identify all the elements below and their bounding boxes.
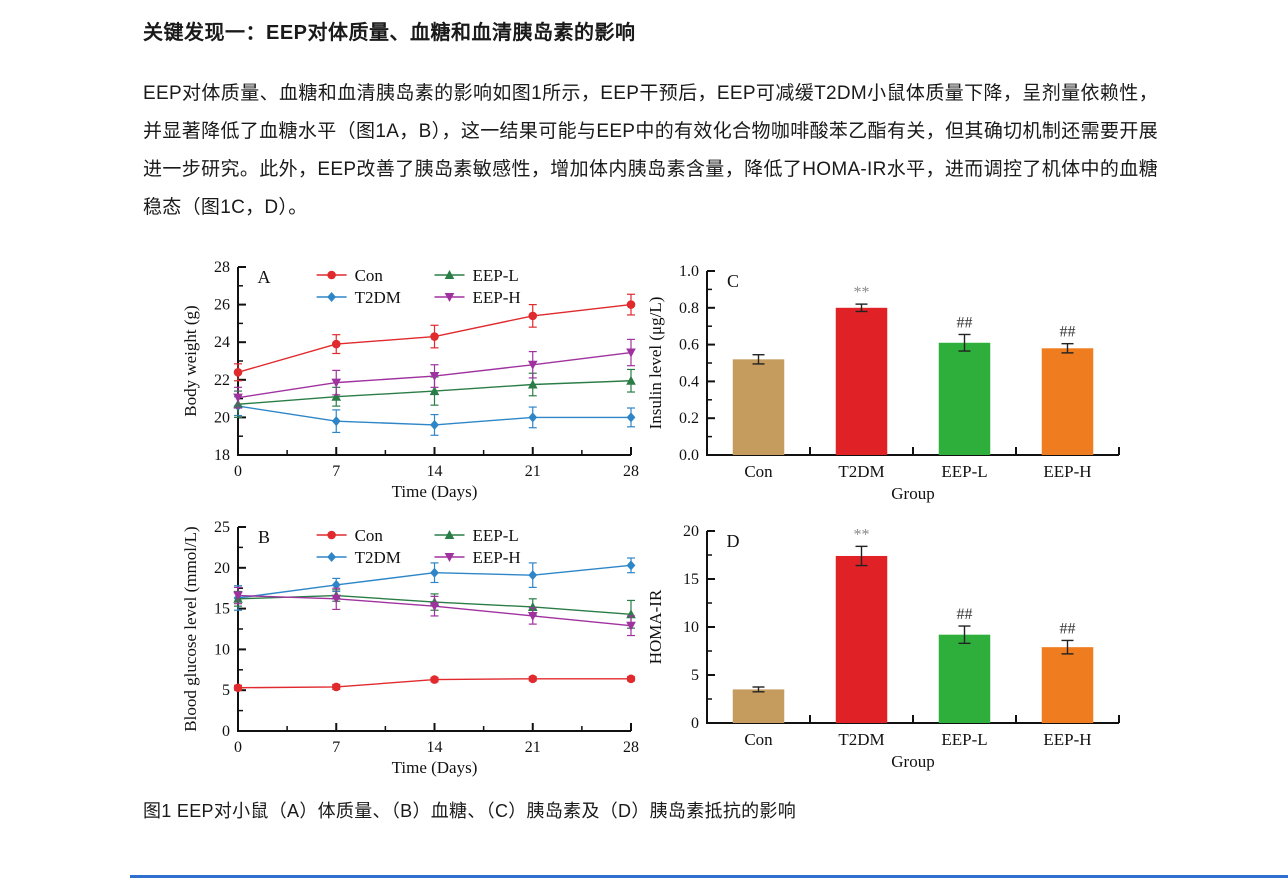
figure-1: 18 20 22 24 26 28 Body weight (g) Time (Days) A 0… <box>180 255 1158 781</box>
svg-text:0.6: 0.6 <box>679 337 699 354</box>
blood-glucose-line-chart: 0 5 10 15 20 25 Blood glucose level (mmol/L) Ti… <box>181 519 639 777</box>
svg-text:0.0: 0.0 <box>679 447 699 464</box>
svg-text:Con: Con <box>744 462 773 481</box>
panel-c-cell: 0.0 0.2 0.4 0.6 0.8 1.0 Insulin level (μg/L) Gr… <box>645 255 1135 507</box>
svg-text:Insulin level (μg/L): Insulin level (μg/L) <box>646 297 665 430</box>
svg-text:14: 14 <box>427 463 443 480</box>
svg-text:EEP-L: EEP-L <box>473 266 519 285</box>
svg-text:Time (Days): Time (Days) <box>392 758 478 777</box>
svg-text:14: 14 <box>427 739 443 756</box>
svg-text:C: C <box>727 271 739 291</box>
svg-text:B: B <box>258 527 270 547</box>
svg-text:21: 21 <box>525 739 541 756</box>
svg-text:T2DM: T2DM <box>355 288 401 307</box>
svg-text:EEP-L: EEP-L <box>941 730 987 749</box>
body-weight-line-chart: 18 20 22 24 26 28 Body weight (g) Time (Days) A 0… <box>181 259 639 501</box>
svg-text:21: 21 <box>525 463 541 480</box>
svg-text:##: ## <box>957 314 973 331</box>
svg-text:##: ## <box>1060 620 1076 637</box>
svg-text:Con: Con <box>355 526 384 545</box>
svg-text:EEP-L: EEP-L <box>473 526 519 545</box>
svg-text:26: 26 <box>214 297 230 314</box>
svg-text:EEP-H: EEP-H <box>473 548 521 567</box>
homa-ir-bar-chart: 0 5 10 15 20 HOMA-IR Group D Con ** T2DM ## EEP-L ## E… <box>646 523 1120 771</box>
svg-text:15: 15 <box>683 571 699 588</box>
svg-text:Group: Group <box>891 752 934 771</box>
svg-text:A: A <box>258 267 271 287</box>
panel-d-cell: 0 5 10 15 20 HOMA-IR Group D Con ** T2DM ## EEP-L ## E… <box>645 515 1135 781</box>
svg-text:5: 5 <box>222 682 230 699</box>
svg-text:0: 0 <box>691 715 699 732</box>
svg-text:20: 20 <box>214 560 230 577</box>
svg-text:T2DM: T2DM <box>838 462 884 481</box>
svg-text:28: 28 <box>214 259 230 276</box>
svg-text:15: 15 <box>214 601 230 618</box>
svg-text:T2DM: T2DM <box>355 548 401 567</box>
svg-text:HOMA-IR: HOMA-IR <box>646 589 665 664</box>
svg-text:0: 0 <box>234 463 242 480</box>
svg-text:**: ** <box>854 284 870 301</box>
svg-text:20: 20 <box>683 523 699 540</box>
panel-b-cell: 0 5 10 15 20 25 Blood glucose level (mmol/L) Ti… <box>180 515 645 781</box>
svg-text:0: 0 <box>234 739 242 756</box>
svg-text:EEP-H: EEP-H <box>1043 730 1091 749</box>
insulin-bar-chart: 0.0 0.2 0.4 0.6 0.8 1.0 Insulin level (μg/L) Gr… <box>646 263 1120 503</box>
svg-text:18: 18 <box>214 447 230 464</box>
svg-text:0.2: 0.2 <box>679 410 699 427</box>
svg-text:Group: Group <box>891 484 934 503</box>
svg-text:1.0: 1.0 <box>679 263 699 280</box>
svg-text:D: D <box>727 531 740 551</box>
bottom-divider <box>130 875 1288 878</box>
svg-text:##: ## <box>957 606 973 623</box>
panel-a-cell: 18 20 22 24 26 28 Body weight (g) Time (Days) A 0… <box>180 255 645 507</box>
svg-text:Blood glucose level (mmol/L): Blood glucose level (mmol/L) <box>181 526 200 731</box>
svg-text:20: 20 <box>214 409 230 426</box>
svg-text:Con: Con <box>744 730 773 749</box>
svg-text:**: ** <box>854 526 870 543</box>
svg-text:5: 5 <box>691 667 699 684</box>
svg-text:EEP-L: EEP-L <box>941 462 987 481</box>
svg-text:7: 7 <box>332 463 340 480</box>
svg-text:10: 10 <box>683 619 699 636</box>
figure-caption: 图1 EEP对小鼠（A）体质量、（B）血糖、（C）胰岛素及（D）胰岛素抵抗的影响 <box>143 801 797 821</box>
section-title: 关键发现一：EEP对体质量、血糖和血清胰岛素的影响 <box>143 22 636 44</box>
svg-text:Con: Con <box>355 266 384 285</box>
svg-text:0: 0 <box>222 723 230 740</box>
svg-text:28: 28 <box>623 463 639 480</box>
svg-text:25: 25 <box>214 519 230 536</box>
svg-text:0.8: 0.8 <box>679 300 699 317</box>
svg-text:7: 7 <box>332 739 340 756</box>
svg-text:0.4: 0.4 <box>679 373 699 390</box>
svg-text:T2DM: T2DM <box>838 730 884 749</box>
svg-text:28: 28 <box>623 739 639 756</box>
svg-text:EEP-H: EEP-H <box>1043 462 1091 481</box>
svg-text:EEP-H: EEP-H <box>473 288 521 307</box>
svg-text:##: ## <box>1060 324 1076 341</box>
svg-text:10: 10 <box>214 641 230 658</box>
body-paragraph: EEP对体质量、血糖和血清胰岛素的影响如图1所示，EEP干预后，EEP可减缓T2… <box>143 83 1158 218</box>
svg-text:22: 22 <box>214 372 230 389</box>
svg-text:24: 24 <box>214 334 230 351</box>
svg-text:Body weight (g): Body weight (g) <box>181 305 200 416</box>
svg-text:Time (Days): Time (Days) <box>392 482 478 501</box>
